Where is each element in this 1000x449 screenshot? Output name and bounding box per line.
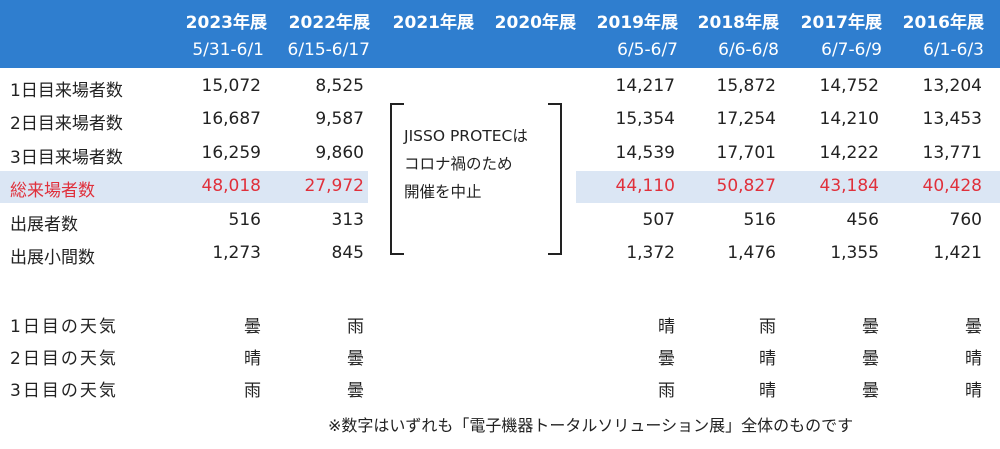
weather-cell: 晴: [244, 349, 261, 369]
table-cell: 48,018: [201, 176, 261, 196]
weather-cell: 晴: [759, 381, 776, 401]
table-cell: 507: [642, 210, 675, 230]
row-label: 出展者数: [10, 215, 78, 235]
row-label: 1日目来場者数: [10, 81, 123, 101]
table-cell: 516: [743, 210, 776, 230]
table-cell: 1,372: [626, 243, 675, 263]
weather-cell: 曇: [347, 381, 364, 401]
row-label: 3日目来場者数: [10, 148, 123, 168]
total-row-highlight-right: [576, 171, 1000, 203]
table-cell: 50,827: [716, 176, 776, 196]
column-header-2021: 2021年展: [392, 13, 474, 33]
weather-cell: 曇: [862, 349, 879, 369]
column-header-2022: 2022年展: [288, 13, 370, 33]
table-cell: 1,355: [830, 243, 879, 263]
weather-cell: 曇: [965, 317, 982, 337]
table-cell: 516: [228, 210, 261, 230]
column-dates-2017: 6/7-6/9: [821, 40, 882, 60]
column-header-2017: 2017年展: [800, 13, 882, 33]
column-header-2020: 2020年展: [494, 13, 576, 33]
table-cell: 9,860: [315, 143, 364, 163]
table-cell: 9,587: [315, 109, 364, 129]
cancel-note-line-3: 開催を中止: [404, 183, 482, 201]
table-cell: 1,476: [727, 243, 776, 263]
weather-cell: 曇: [862, 381, 879, 401]
weather-cell: 雨: [347, 317, 364, 337]
table-cell: 13,771: [922, 143, 982, 163]
weather-cell: 曇: [862, 317, 879, 337]
column-header-2023: 2023年展: [185, 13, 267, 33]
weather-cell: 晴: [759, 349, 776, 369]
table-cell: 17,254: [716, 109, 776, 129]
table-cell: 760: [949, 210, 982, 230]
table-cell: 27,972: [304, 176, 364, 196]
cancel-note-line-1: JISSO PROTECは: [404, 127, 528, 145]
column-dates-2023: 5/31-6/1: [192, 40, 264, 60]
weather-label: 1日目の天気: [10, 317, 118, 337]
table-cell: 15,354: [615, 109, 675, 129]
table-cell: 456: [846, 210, 879, 230]
total-row-highlight-left: [0, 171, 368, 203]
table-cell: 44,110: [615, 176, 675, 196]
table-cell: 1,421: [933, 243, 982, 263]
table-cell: 8,525: [315, 76, 364, 96]
weather-label: 2日目の天気: [10, 349, 118, 369]
table-cell: 845: [331, 243, 364, 263]
table-cell: 313: [331, 210, 364, 230]
table-header: [0, 0, 1000, 68]
table-cell: 43,184: [819, 176, 879, 196]
cancel-note-line-2: コロナ禍のため: [404, 155, 513, 173]
table-cell: 1,273: [212, 243, 261, 263]
footnote: ※数字はいずれも「電子機器トータルソリューション展」全体のものです: [328, 416, 854, 435]
weather-cell: 雨: [759, 317, 776, 337]
table-cell: 14,752: [819, 76, 879, 96]
column-header-2018: 2018年展: [697, 13, 779, 33]
column-dates-2016: 6/1-6/3: [923, 40, 984, 60]
table-cell: 13,204: [922, 76, 982, 96]
weather-cell: 曇: [347, 349, 364, 369]
row-label: 出展小間数: [10, 248, 95, 268]
table-cell: 40,428: [922, 176, 982, 196]
weather-cell: 曇: [658, 349, 675, 369]
table-cell: 13,453: [922, 109, 982, 129]
table-cell: 15,072: [201, 76, 261, 96]
weather-cell: 雨: [244, 381, 261, 401]
table-cell: 14,217: [615, 76, 675, 96]
column-dates-2022: 6/15-6/17: [287, 40, 371, 60]
weather-label: 3日目の天気: [10, 381, 118, 401]
table-cell: 17,701: [716, 143, 776, 163]
column-header-2019: 2019年展: [596, 13, 678, 33]
weather-cell: 曇: [244, 317, 261, 337]
right-bracket: [548, 103, 562, 255]
row-label: 2日目来場者数: [10, 114, 123, 134]
left-bracket: [390, 103, 404, 255]
weather-cell: 晴: [965, 349, 982, 369]
column-dates-2019: 6/5-6/7: [617, 40, 678, 60]
table-cell: 16,259: [201, 143, 261, 163]
row-label: 総来場者数: [10, 181, 95, 201]
table-cell: 16,687: [201, 109, 261, 129]
table-cell: 14,222: [819, 143, 879, 163]
column-dates-2018: 6/6-6/8: [718, 40, 779, 60]
table-cell: 14,210: [819, 109, 879, 129]
weather-cell: 雨: [658, 381, 675, 401]
weather-cell: 晴: [658, 317, 675, 337]
column-header-2016: 2016年展: [902, 13, 984, 33]
weather-cell: 晴: [965, 381, 982, 401]
table-cell: 14,539: [615, 143, 675, 163]
table-cell: 15,872: [716, 76, 776, 96]
